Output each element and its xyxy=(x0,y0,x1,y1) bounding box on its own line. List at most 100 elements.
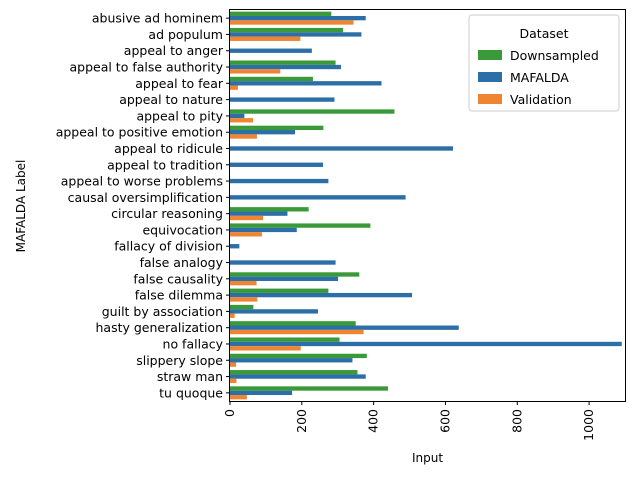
bar-validation-1 xyxy=(230,36,301,41)
bar-mafalda-21 xyxy=(230,358,353,363)
bar-validation-13 xyxy=(230,232,262,237)
bar-mafalda-15 xyxy=(230,260,336,265)
y-tick-label: appeal to worse problems xyxy=(61,174,223,189)
bar-mafalda-16 xyxy=(230,276,339,281)
y-tick-label: appeal to ridicule xyxy=(114,141,223,156)
bar-downsampled-20 xyxy=(230,337,340,342)
bar-downsampled-1 xyxy=(230,27,344,33)
bar-downsampled-17 xyxy=(230,288,329,293)
bar-mafalda-0 xyxy=(230,15,366,21)
y-tick-label: ad populum xyxy=(148,27,223,42)
y-tick-label: appeal to fear xyxy=(135,76,224,91)
bar-downsampled-23 xyxy=(230,386,388,391)
y-tick-label: straw man xyxy=(157,369,223,384)
x-axis-ticks: 0 200 400 600 800 1000 xyxy=(222,401,596,441)
bar-mafalda-4 xyxy=(230,81,382,86)
y-tick-label: appeal to false authority xyxy=(69,60,223,75)
bar-validation-20 xyxy=(230,346,301,351)
y-tick-label: false dilemma xyxy=(135,288,223,303)
bar-downsampled-6 xyxy=(230,109,395,114)
x-tick-label: 600 xyxy=(437,409,452,433)
bar-mafalda-20 xyxy=(230,341,622,347)
bar-downsampled-19 xyxy=(230,321,356,326)
bar-mafalda-3 xyxy=(230,64,341,70)
x-tick-label: 0 xyxy=(222,409,237,417)
bar-validation-22 xyxy=(230,378,237,384)
bar-downsampled-12 xyxy=(230,207,309,212)
bar-validation-0 xyxy=(230,20,354,25)
y-tick-label: abusive ad hominem xyxy=(92,11,223,26)
bar-downsampled-21 xyxy=(230,353,367,359)
bar-downsampled-4 xyxy=(230,76,313,82)
bar-mafalda-10 xyxy=(230,178,329,184)
bar-mafalda-1 xyxy=(230,32,362,37)
bar-downsampled-3 xyxy=(230,60,336,65)
y-tick-label: false causality xyxy=(133,271,223,286)
x-tick-label: 1000 xyxy=(581,409,596,441)
y-tick-label: fallacy of division xyxy=(114,239,223,254)
bar-mafalda-6 xyxy=(230,113,245,119)
y-tick-label: circular reasoning xyxy=(111,206,223,221)
y-tick-label: appeal to positive emotion xyxy=(56,125,223,140)
legend-label-validation: Validation xyxy=(510,92,572,107)
bar-downsampled-0 xyxy=(230,11,332,16)
bar-validation-7 xyxy=(230,134,257,139)
plot-frame xyxy=(229,9,626,402)
y-tick-label: guilt by association xyxy=(102,304,223,319)
legend-swatch-downsampled xyxy=(478,50,502,60)
legend-swatch-validation xyxy=(478,94,502,104)
bar-mafalda-18 xyxy=(230,309,318,314)
bar-mafalda-9 xyxy=(230,162,324,167)
bar-validation-4 xyxy=(230,85,238,90)
legend-label-mafalda: MAFALDA xyxy=(510,70,569,85)
bar-mafalda-17 xyxy=(230,292,413,298)
y-tick-label: equivocation xyxy=(142,222,223,237)
x-axis-label: Input xyxy=(412,451,443,465)
bar-mafalda-22 xyxy=(230,374,366,379)
bar-mafalda-12 xyxy=(230,211,288,216)
y-axis-label: MAFALDA Label xyxy=(14,160,28,253)
legend-frame xyxy=(468,14,620,112)
bar-validation-3 xyxy=(230,69,281,74)
y-tick-label: false analogy xyxy=(140,255,224,270)
bar-mafalda-5 xyxy=(230,97,335,102)
legend-swatch-mafalda xyxy=(478,72,502,82)
bar-downsampled-16 xyxy=(230,272,360,277)
legend-label-downsampled: Downsampled xyxy=(510,48,599,63)
bar-downsampled-13 xyxy=(230,223,371,228)
bar-validation-6 xyxy=(230,118,253,123)
bar-validation-12 xyxy=(230,215,264,221)
bar-downsampled-7 xyxy=(230,125,324,131)
y-tick-label: appeal to pity xyxy=(136,108,223,123)
bars-layer xyxy=(230,11,622,400)
bar-mafalda-23 xyxy=(230,390,293,396)
bar-downsampled-22 xyxy=(230,370,358,375)
x-tick-label: 400 xyxy=(366,409,381,433)
bar-validation-23 xyxy=(230,395,247,400)
x-tick-label: 200 xyxy=(294,409,309,433)
bar-validation-21 xyxy=(230,362,237,367)
bar-mafalda-2 xyxy=(230,48,312,53)
legend-items: Downsampled MAFALDA Validation xyxy=(478,48,599,107)
bar-mafalda-13 xyxy=(230,227,297,233)
legend-title: Dataset xyxy=(520,26,569,41)
y-tick-label: causal oversimplification xyxy=(68,190,223,205)
x-tick-label: 800 xyxy=(509,409,524,433)
bar-validation-19 xyxy=(230,329,364,335)
y-tick-label: appeal to anger xyxy=(124,43,224,58)
bar-mafalda-7 xyxy=(230,130,295,135)
y-tick-label: tu quoque xyxy=(159,385,223,400)
bar-downsampled-18 xyxy=(230,304,254,310)
bar-validation-17 xyxy=(230,297,258,302)
bar-mafalda-19 xyxy=(230,325,459,330)
y-tick-label: hasty generalization xyxy=(95,320,223,335)
bar-mafalda-8 xyxy=(230,146,453,151)
y-tick-label: appeal to tradition xyxy=(107,157,223,172)
bar-mafalda-14 xyxy=(230,244,240,249)
y-tick-label: slippery slope xyxy=(136,353,223,368)
bar-validation-18 xyxy=(230,313,235,318)
bar-mafalda-11 xyxy=(230,195,406,200)
legend: Dataset Downsampled MAFALDA Validation xyxy=(468,14,620,112)
